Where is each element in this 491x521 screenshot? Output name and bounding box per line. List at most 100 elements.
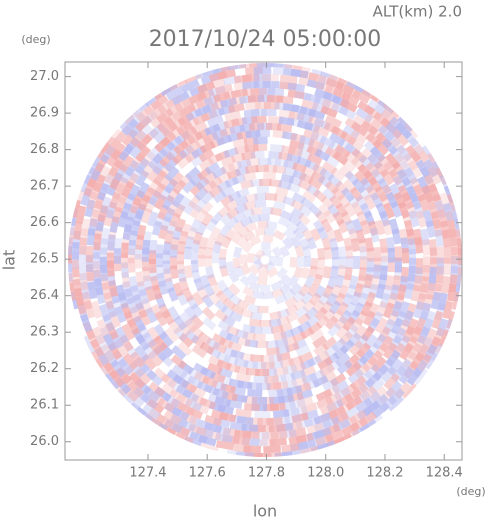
texture-cell: [291, 162, 307, 174]
texture-cell: [350, 129, 368, 145]
texture-cell: [303, 121, 321, 134]
texture-cell: [227, 160, 243, 172]
texture-cell: [198, 236, 209, 250]
texture-cell: [166, 369, 184, 385]
texture-cell: [240, 179, 254, 190]
texture-cell: [152, 169, 168, 186]
texture-cell: [303, 415, 322, 428]
texture-cell: [320, 218, 333, 233]
texture-cell: [341, 421, 360, 437]
texture-cell: [414, 237, 424, 254]
texture-cell: [142, 331, 157, 349]
texture-cell: [217, 68, 237, 80]
texture-cell: [357, 238, 368, 253]
texture-cell: [172, 179, 187, 195]
texture-cell: [331, 337, 347, 353]
texture-cell: [169, 244, 178, 258]
texture-cell: [402, 153, 419, 171]
texture-cell: [271, 246, 283, 259]
texture-cell: [255, 129, 271, 138]
texture-cell: [389, 284, 400, 301]
texture-cell: [413, 274, 423, 292]
texture-cell: [421, 239, 431, 256]
texture-cell: [79, 272, 89, 291]
texture-cell: [401, 310, 415, 328]
texture-cell: [159, 131, 177, 148]
texture-cell: [429, 247, 438, 265]
texture-cell: [236, 416, 254, 425]
texture-cell: [296, 112, 314, 124]
texture-cell: [216, 279, 229, 293]
texture-cell: [315, 388, 333, 402]
texture-cell: [79, 237, 87, 255]
texture-cell: [435, 318, 449, 337]
texture-cell: [273, 366, 289, 376]
texture-cell: [212, 166, 228, 179]
texture-cell: [200, 201, 214, 216]
texture-cell: [352, 255, 361, 269]
texture-cell: [285, 341, 300, 353]
texture-cell: [220, 211, 234, 225]
texture-cell: [407, 342, 423, 361]
texture-cell: [282, 195, 296, 207]
texture-cell: [242, 331, 256, 341]
texture-cell: [261, 248, 272, 258]
texture-cell: [227, 63, 247, 71]
texture-cell: [269, 360, 284, 370]
texture-cell: [195, 208, 208, 223]
texture-cell: [211, 333, 227, 346]
texture-cell: [243, 360, 258, 369]
texture-cell: [257, 277, 268, 286]
texture-cell: [257, 220, 269, 229]
texture-cell: [287, 82, 306, 93]
texture-cell: [390, 201, 403, 218]
texture-cell: [294, 305, 309, 319]
texture-cell: [299, 358, 316, 371]
texture-cell: [432, 218, 443, 237]
texture-cell: [177, 241, 186, 255]
texture-cell: [265, 340, 279, 349]
texture-cell: [289, 282, 303, 296]
texture-cell: [99, 247, 108, 264]
texture-cell: [134, 345, 150, 362]
texture-cell: [360, 120, 379, 136]
texture-cell: [135, 105, 154, 122]
texture-cell: [127, 184, 141, 202]
texture-cell: [240, 216, 253, 228]
texture-cell: [148, 250, 157, 265]
texture-cell: [388, 396, 407, 414]
texture-cell: [107, 234, 116, 251]
texture-cell: [142, 239, 151, 255]
texture-cell: [380, 247, 389, 263]
texture-cell: [406, 367, 423, 386]
texture-cell: [281, 443, 300, 453]
texture-cell: [372, 401, 390, 419]
texture-cell: [319, 135, 336, 149]
texture-cell: [312, 219, 326, 234]
texture-cell: [140, 110, 159, 127]
texture-cell: [187, 375, 204, 389]
texture-cell: [265, 192, 278, 201]
texture-cell: [253, 73, 271, 82]
texture-cell: [142, 231, 152, 247]
texture-cell: [380, 365, 397, 383]
texture-cell: [379, 335, 394, 353]
texture-cell: [417, 193, 430, 212]
texture-cell: [236, 187, 250, 199]
plot-frame: [64, 61, 463, 461]
y-tick-label: 27.0: [30, 69, 59, 84]
texture-cell: [261, 108, 277, 117]
texture-cell: [383, 372, 401, 390]
texture-cell: [120, 242, 129, 259]
texture-cell: [212, 240, 222, 254]
texture-cell: [408, 210, 420, 228]
texture-cell: [421, 185, 435, 204]
texture-cell: [210, 211, 224, 226]
texture-cell: [96, 182, 110, 201]
texture-cell: [290, 68, 309, 79]
y-tick-label: 26.8: [30, 142, 59, 157]
texture-cell: [211, 283, 224, 298]
texture-cell: [161, 383, 179, 399]
texture-cell: [268, 353, 283, 363]
texture-cell: [423, 328, 437, 347]
